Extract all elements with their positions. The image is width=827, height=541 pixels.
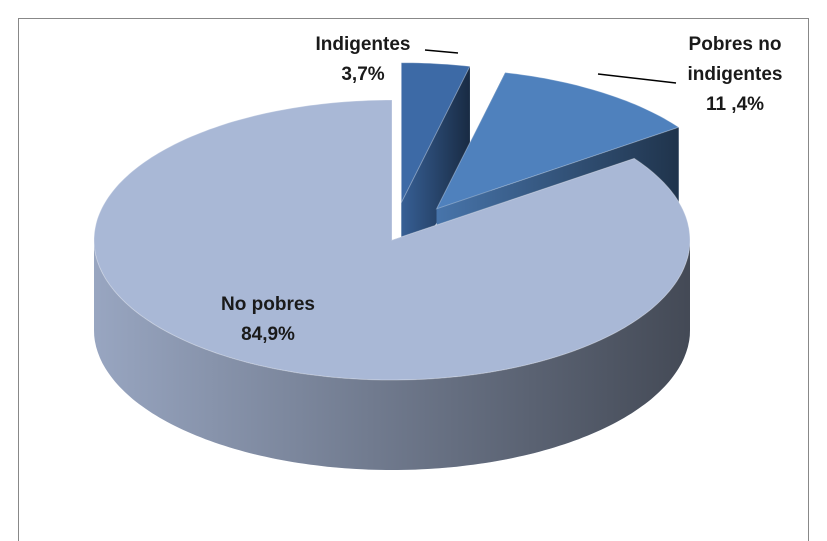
slice xyxy=(400,62,471,203)
slice xyxy=(435,71,680,210)
category-label: No pobres xyxy=(221,294,315,315)
leader-line xyxy=(424,49,459,54)
slice-label: Indigentes 3,7% xyxy=(283,30,443,90)
slice-label: No pobres 84,9% xyxy=(188,290,348,350)
leader-line xyxy=(597,73,677,84)
value-label: 84,9% xyxy=(241,324,295,345)
slice-label: Pobres no indigentes 11 ,4% xyxy=(670,30,800,120)
value-label: 11 ,4% xyxy=(705,94,765,115)
frame xyxy=(18,18,809,541)
slice xyxy=(93,99,691,381)
slice-shade xyxy=(94,240,690,470)
value-label: 3,7% xyxy=(341,64,385,85)
category-label: Pobres no indigentes xyxy=(687,34,783,85)
category-label: Indigentes xyxy=(315,34,411,55)
